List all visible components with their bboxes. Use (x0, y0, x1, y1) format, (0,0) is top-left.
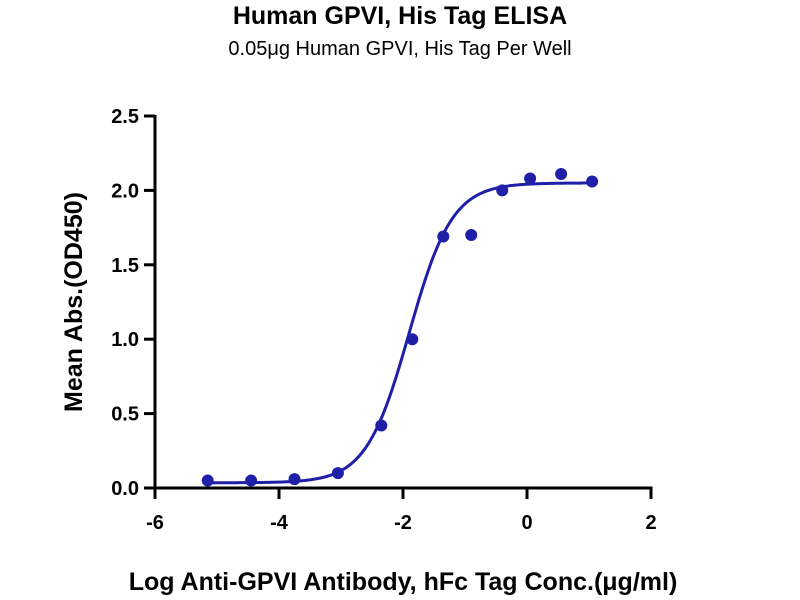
data-point (201, 474, 214, 487)
y-tick-label: 0.0 (111, 478, 139, 500)
data-point (524, 172, 537, 185)
chart-subtitle: 0.05μg Human GPVI, His Tag Per Well (228, 38, 572, 60)
data-point (375, 419, 388, 432)
x-tick-label: 2 (645, 512, 656, 534)
axes (153, 115, 653, 490)
y-tick-label: 1.0 (111, 329, 139, 351)
data-points (201, 168, 599, 487)
data-point (288, 473, 301, 486)
y-axis-label: Mean Abs.(OD450) (60, 192, 88, 412)
y-tick-label: 1.5 (111, 255, 139, 277)
data-point (465, 229, 478, 242)
fit-curve (207, 181, 593, 485)
data-point (586, 175, 599, 188)
x-tick-label: 0 (521, 512, 532, 534)
data-point (331, 467, 344, 480)
y-tick-label: 2.5 (111, 106, 139, 128)
x-ticks: -6 -4 -2 0 2 (146, 488, 657, 534)
data-point (406, 333, 419, 346)
x-tick-label: -4 (270, 512, 289, 534)
y-tick-label: 2.0 (111, 180, 139, 202)
y-tick-label: 0.5 (111, 404, 139, 426)
data-point (437, 230, 450, 243)
chart-title: Human GPVI, His Tag ELISA (232, 2, 568, 30)
y-ticks: 0.0 0.5 1.0 1.5 2.0 2.5 (111, 106, 155, 500)
x-axis-label: Log Anti-GPVI Antibody, hFc Tag Conc.(μg… (129, 568, 678, 596)
data-point (245, 474, 258, 487)
x-tick-label: -2 (394, 512, 412, 534)
data-point (496, 184, 509, 197)
data-point (555, 168, 568, 181)
x-tick-label: -6 (146, 512, 164, 534)
